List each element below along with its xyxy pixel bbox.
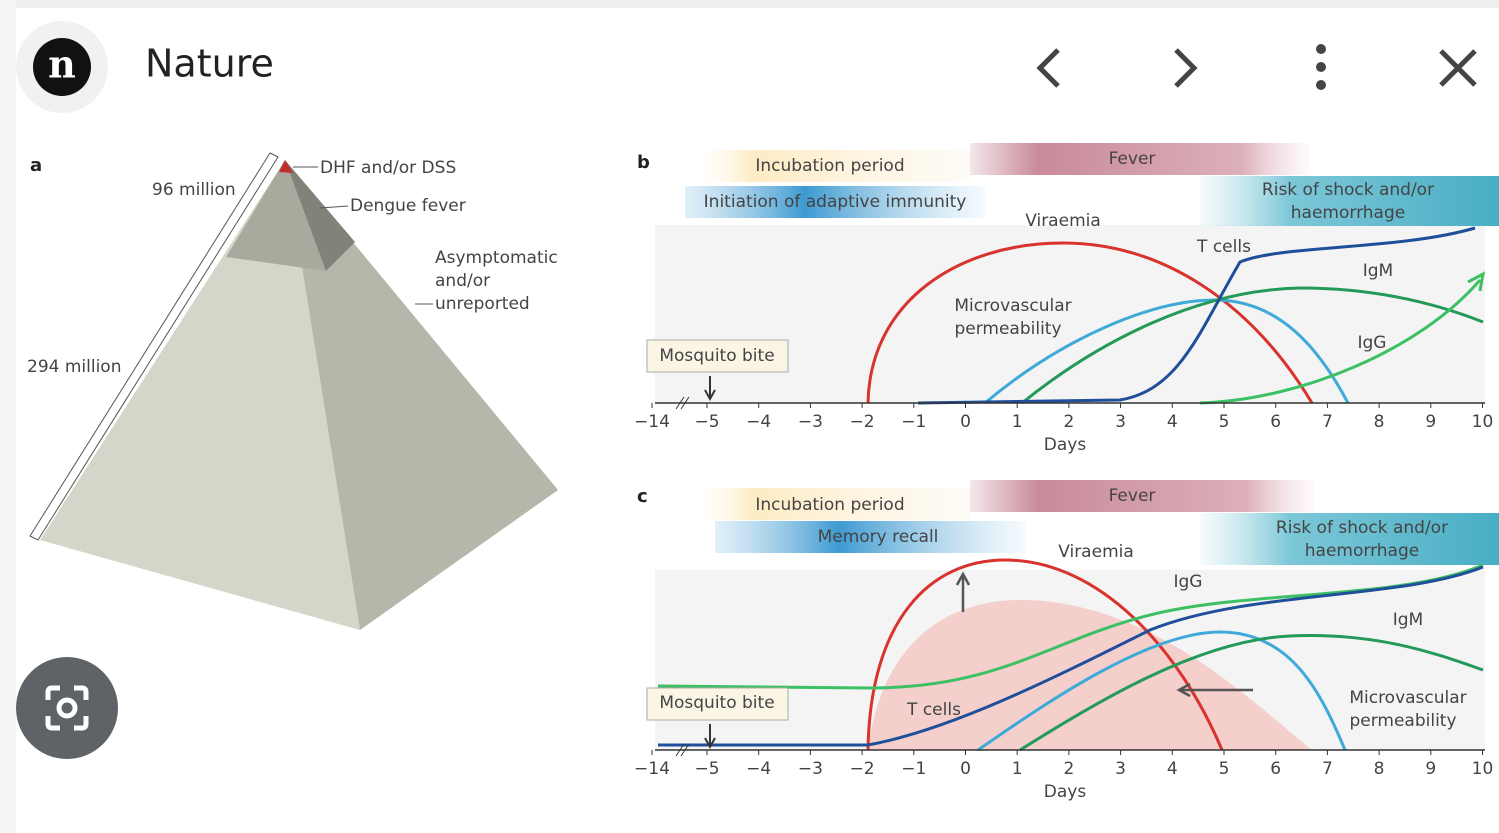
tick-label: 7 <box>1322 412 1333 432</box>
curve-label: permeability <box>954 319 1061 339</box>
tick-label: −5 <box>694 759 719 779</box>
tick-label: −5 <box>694 412 719 432</box>
tick-label: 8 <box>1374 759 1385 779</box>
label: unreported <box>435 294 530 314</box>
tick-label: −1 <box>901 759 926 779</box>
tick-label: 9 <box>1425 412 1436 432</box>
site-title: Nature <box>145 42 274 86</box>
tick-label: 8 <box>1374 412 1385 432</box>
bite-label: Mosquito bite <box>659 693 774 713</box>
close-button[interactable] <box>1441 51 1475 85</box>
tick-label: 2 <box>1063 412 1074 432</box>
label: 96 million <box>152 180 236 200</box>
tick-label: 10 <box>1472 759 1494 779</box>
tick-label: 10 <box>1472 412 1494 432</box>
tick-label: −14 <box>634 759 670 779</box>
curve-label: Viraemia <box>1025 211 1101 231</box>
band-label: Memory recall <box>818 527 939 547</box>
band-label: Incubation period <box>755 495 904 515</box>
tick-label: 2 <box>1063 759 1074 779</box>
tick-label: −2 <box>850 412 875 432</box>
tick-label: −1 <box>901 412 926 432</box>
tick-label: 9 <box>1425 759 1436 779</box>
tick-label: 5 <box>1219 759 1230 779</box>
panel-label: c <box>637 486 648 507</box>
tick-label: −2 <box>850 759 875 779</box>
left-edge <box>0 0 16 833</box>
panel-label: b <box>637 152 650 173</box>
panel-label: a <box>30 155 42 176</box>
curve-label: IgG <box>1174 572 1203 592</box>
tick-label: 0 <box>960 759 971 779</box>
axis-title: Days <box>1044 435 1087 455</box>
label: Dengue fever <box>350 196 466 216</box>
band-label: haemorrhage <box>1291 203 1405 223</box>
tick-label: −3 <box>798 412 823 432</box>
more-button[interactable] <box>1316 44 1326 90</box>
tick-label: 3 <box>1115 759 1126 779</box>
band-label: Incubation period <box>755 156 904 176</box>
curve-label: IgM <box>1393 610 1423 630</box>
band-label: Fever <box>1109 486 1156 506</box>
tick-label: −3 <box>798 759 823 779</box>
tick-label: 1 <box>1012 759 1023 779</box>
logo-letter: n <box>48 42 76 87</box>
label: DHF and/or DSS <box>320 158 456 178</box>
lens-button[interactable] <box>16 657 118 759</box>
tick-label: −4 <box>746 412 771 432</box>
curve-label: Microvascular <box>1349 688 1466 708</box>
curve-label: IgM <box>1363 261 1393 281</box>
tick-label: −4 <box>746 759 771 779</box>
tick-label: 3 <box>1115 412 1126 432</box>
label: and/or <box>435 271 490 291</box>
page: n Nature a DHF and/or DSS Dengue fever A… <box>0 0 1499 833</box>
band-label: Risk of shock and/or <box>1276 518 1448 538</box>
curve-label: T cells <box>906 700 961 720</box>
next-button[interactable] <box>1176 50 1194 86</box>
top-edge <box>0 0 1499 8</box>
band-label: Initiation of adaptive immunity <box>704 192 967 212</box>
curve-label: Microvascular <box>954 296 1071 316</box>
curve-label: IgG <box>1358 333 1387 353</box>
curve-label: Viraemia <box>1058 542 1134 562</box>
curve-label: permeability <box>1349 711 1456 731</box>
tick-label: 6 <box>1270 412 1281 432</box>
tick-label: −14 <box>634 412 670 432</box>
curve-label: T cells <box>1196 237 1251 257</box>
tick-label: 1 <box>1012 412 1023 432</box>
tick-label: 4 <box>1167 412 1178 432</box>
band-label: Fever <box>1109 149 1156 169</box>
viewer: n Nature a DHF and/or DSS Dengue fever A… <box>0 0 1499 833</box>
tick-label: 0 <box>960 412 971 432</box>
tick-label: 6 <box>1270 759 1281 779</box>
label: 294 million <box>27 357 121 377</box>
band-label: haemorrhage <box>1305 541 1419 561</box>
tick-label: 7 <box>1322 759 1333 779</box>
band-label: Risk of shock and/or <box>1262 180 1434 200</box>
axis-title: Days <box>1044 782 1087 802</box>
tick-label: 4 <box>1167 759 1178 779</box>
label: Asymptomatic <box>435 248 558 268</box>
tick-label: 5 <box>1219 412 1230 432</box>
bite-label: Mosquito bite <box>659 346 774 366</box>
prev-button[interactable] <box>1040 50 1058 86</box>
